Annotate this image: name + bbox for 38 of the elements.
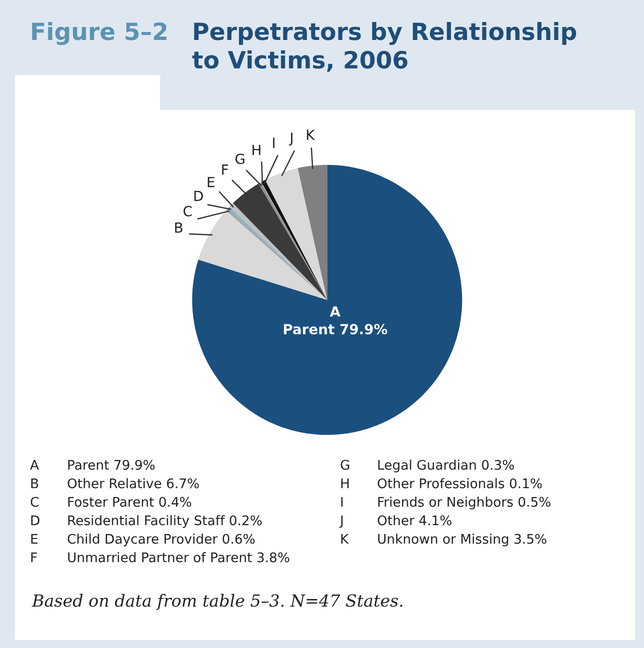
category-label: B (31, 478, 38, 488)
category-label: A (30, 460, 39, 470)
slice-label: I (273, 138, 274, 148)
slice-label: A (330, 306, 340, 317)
slice-label: J (288, 132, 292, 146)
text: Other Relative 6.7% (68, 478, 199, 488)
slice-label: E (208, 176, 214, 188)
chart-title: Perpetrators by Relationship to Victims, 2006 (192, 22, 576, 72)
chart-subtitle: Figure 5–2 (32, 22, 166, 46)
category-label: J (339, 516, 343, 528)
category-label: H (341, 478, 349, 488)
category-label: K (341, 534, 349, 544)
text: Unknown or Missing 3.5% (378, 534, 546, 546)
pie-slice (192, 164, 462, 435)
text: Legal Guardian 0.3% (378, 460, 514, 472)
text: Parent 79.9% (284, 324, 388, 334)
text: Based on data from table 5–3. N=47 States. (32, 594, 402, 610)
text: Parent 79.9% (68, 460, 155, 470)
slice-label: B (175, 222, 182, 233)
category-label: G (340, 460, 350, 470)
category-label: E (31, 534, 38, 544)
text: Unmarried Partner of Parent 3.8% (68, 552, 290, 562)
text: Foster Parent 0.4% (68, 496, 192, 507)
text: Other Professionals 0.1% (378, 478, 542, 488)
slice-label: K (306, 130, 315, 140)
category-label: D (31, 516, 40, 526)
slice-label: C (184, 206, 192, 216)
slice-label: G (235, 154, 244, 164)
category-label: C (30, 496, 38, 507)
category-label: F (31, 552, 37, 562)
text: Child Daycare Provider 0.6% (68, 534, 255, 546)
slice-label: H (252, 144, 260, 155)
slice-label: D (194, 190, 203, 201)
category-label: I (341, 497, 343, 507)
slice-label: F (222, 164, 228, 175)
text: Other 4.1% (378, 515, 452, 526)
text: Friends or Neighbors 0.5% (378, 496, 550, 510)
text: Residential Facility Staff 0.2% (68, 515, 262, 528)
